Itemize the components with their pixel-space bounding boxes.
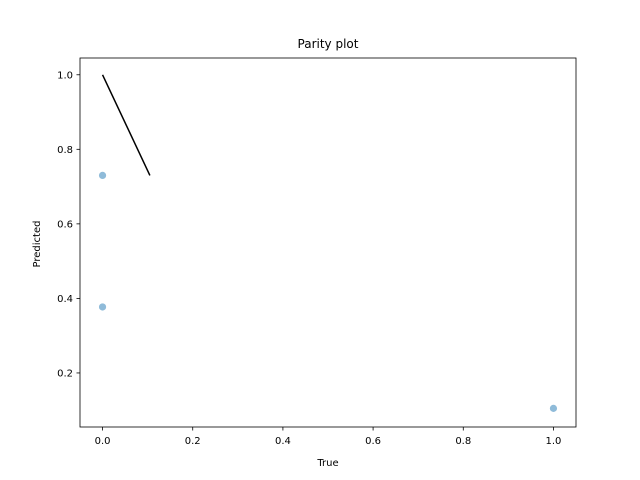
- y-axis-label: Predicted: [32, 221, 43, 268]
- data-point: [549, 404, 558, 412]
- axes-frame: [79, 57, 577, 428]
- x-tick-label: 0.8: [455, 436, 471, 447]
- chart-title: Parity plot: [298, 37, 359, 51]
- x-tick-label: 0.6: [365, 436, 381, 447]
- y-tick-label: 0.2: [57, 368, 73, 379]
- data-point: [98, 303, 107, 311]
- x-axis-label: True: [316, 458, 338, 469]
- data-point: [98, 171, 107, 180]
- y-tick-label: 0.8: [57, 145, 73, 156]
- x-tick-label: 0.0: [95, 436, 111, 447]
- y-tick-label: 0.4: [57, 294, 73, 305]
- plot-area: 0.0 0.2 0.4 0.6 0.8 1.0 0.2 0.4 0.6 0.8 1.0: [57, 57, 577, 447]
- y-tick-label: 0.6: [57, 219, 73, 230]
- x-tick-label: 0.4: [275, 436, 291, 447]
- x-tick-label: 1.0: [546, 436, 562, 447]
- y-tick-label: 1.0: [57, 70, 73, 81]
- parity-line: [101, 74, 151, 176]
- x-tick-label: 0.2: [185, 436, 201, 447]
